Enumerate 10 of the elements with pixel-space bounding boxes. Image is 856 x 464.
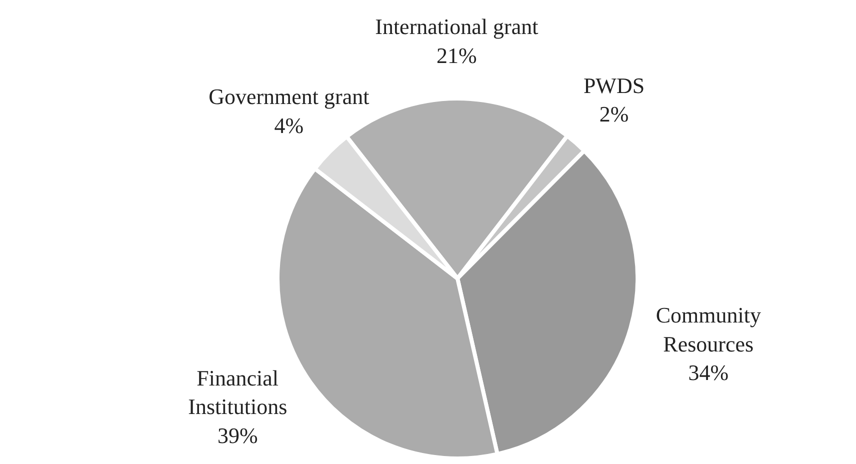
data-label: 34% xyxy=(688,360,729,386)
data-label: 21% xyxy=(436,42,477,68)
slice-label: Government grant xyxy=(208,84,370,110)
slice-label: Financial Institutions xyxy=(188,365,288,420)
data-label: 2% xyxy=(599,102,629,127)
slice-label: International grant xyxy=(375,14,538,40)
slice-label: PWDS xyxy=(583,72,645,98)
data-label: 39% xyxy=(217,422,258,448)
slice-label: Community Resources xyxy=(656,302,761,356)
data-label: 4% xyxy=(274,112,304,138)
